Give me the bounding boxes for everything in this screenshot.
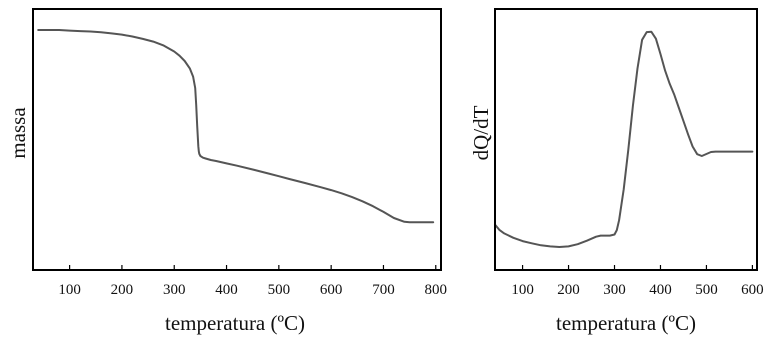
mass-ylabel: massa xyxy=(6,107,30,159)
dqdt-xlabel: temperatura (ºC) xyxy=(556,311,696,335)
dqdt-x-tick-label: 400 xyxy=(649,282,672,298)
dqdt-x-tick-label: 100 xyxy=(511,282,534,298)
mass-x-tick-label: 300 xyxy=(163,282,186,298)
mass-plot-frame xyxy=(32,8,442,271)
dqdt-ylabel: dQ/dT xyxy=(469,105,493,160)
mass-x-tick-label: 700 xyxy=(372,282,395,298)
dqdt-x-tick-label: 500 xyxy=(695,282,718,298)
mass-x-tick-label: 400 xyxy=(215,282,238,298)
dqdt-curve xyxy=(494,30,754,248)
mass-x-tick-label: 600 xyxy=(320,282,343,298)
dqdt-x-tick-label: 600 xyxy=(741,282,764,298)
dqdt-x-tick-label: 200 xyxy=(557,282,580,298)
dqdt-plot-frame xyxy=(494,8,758,271)
mass-xlabel: temperatura (ºC) xyxy=(165,311,305,335)
mass-x-tick-label: 500 xyxy=(268,282,291,298)
mass-chart: massa temperatura (ºC) 100 200 300 400 500 60… xyxy=(6,8,447,335)
mass-x-tick-label: 200 xyxy=(111,282,134,298)
dqdt-chart: dQ/dT temperatura (ºC) 100 200 300 400 500 60… xyxy=(469,8,764,335)
mass-x-tick-label: 800 xyxy=(425,282,448,298)
mass-x-ticks: 100 200 300 400 500 600 700 800 xyxy=(58,265,447,298)
mass-x-tick-label: 100 xyxy=(58,282,81,298)
dqdt-x-tick-label: 300 xyxy=(603,282,626,298)
mass-curve xyxy=(37,29,435,224)
dqdt-x-ticks: 100 200 300 400 500 600 xyxy=(511,265,764,298)
